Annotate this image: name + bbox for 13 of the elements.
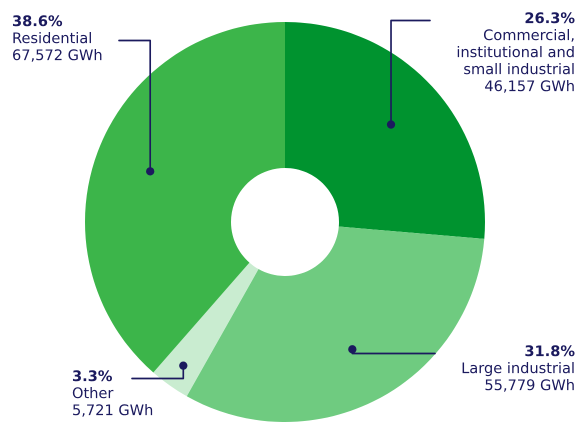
data-label: 5,721 GWh [73,404,152,417]
slice-label: Large industrial [462,362,574,376]
text: 31.8% [525,345,575,356]
slice-label: Commercial, institutional and small industrial [458,29,574,74]
slice-label: Residential [13,32,91,44]
data-label: 55,779 GWh [486,379,574,392]
data-label: 67,572 GWh [13,49,102,62]
text: 3.3% [72,370,112,382]
donut-slice [153,262,258,396]
text: 38.6% [12,15,62,26]
data-label: 46,157 GWh [485,80,574,93]
text: 26.3% [526,12,575,24]
slice-label: Other [72,387,114,398]
